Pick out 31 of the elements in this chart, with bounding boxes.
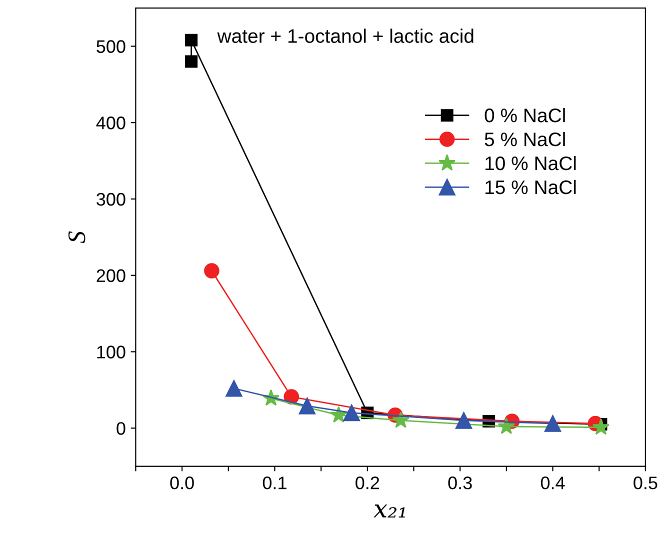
y-tick-label: 500 [96,40,126,53]
y-tick-label: 100 [97,346,126,358]
x-tick-label: 0.2 [356,476,380,490]
point [544,415,562,432]
legend-label: 15 % NaCl [486,180,576,194]
y-tick-label: 200 [96,269,126,282]
point [298,398,316,414]
legend-label: 5 % NaCl [484,132,565,146]
point [392,411,410,428]
legend-label: 10 % NaCl [486,156,576,170]
x-tick-label: 0.4 [540,476,565,490]
y-tick-label: 300 [96,192,126,206]
x-tick-label: 0.1 [262,476,286,490]
x-tick-label: 0.5 [634,476,658,490]
point [498,418,516,434]
point [185,34,198,46]
y-axis-title: S [68,231,86,244]
point [185,55,198,68]
point [455,412,472,429]
point [343,404,360,422]
legend-label: 0 % NaCl [484,108,565,122]
point [330,406,348,423]
y-tick-label: 0 [116,422,126,435]
point [592,418,610,435]
y-tick-label: 400 [96,116,126,130]
annotation: water + 1-octanol + lactic acid [217,28,474,43]
x-axis-title: x₂₁ [374,504,405,518]
x-tick-label: 0.3 [448,476,472,490]
x-tick-label: 0.0 [170,476,194,490]
point [226,380,242,397]
point [204,263,220,278]
